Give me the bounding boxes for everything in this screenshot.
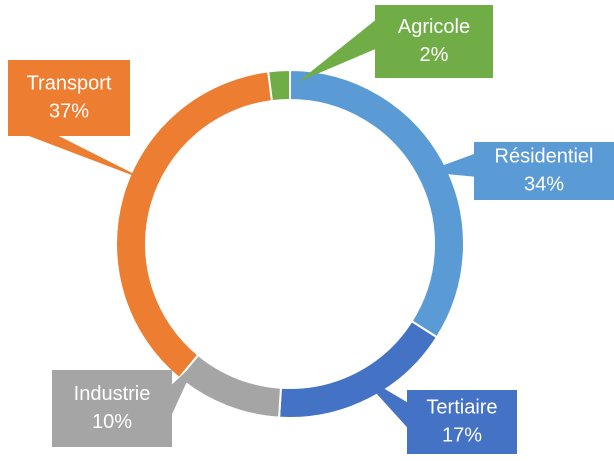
value-label: 2% [420, 44, 449, 66]
callout-box [407, 390, 517, 454]
callout-pointer [26, 135, 150, 182]
value-label: 17% [442, 424, 482, 446]
callout-box [375, 5, 493, 78]
donut-slice [289, 68, 465, 339]
category-label: Tertiaire [426, 396, 497, 418]
donut-slice [267, 68, 291, 103]
donut-slice [115, 70, 274, 380]
value-label: 34% [524, 173, 564, 195]
callout-box [52, 370, 172, 447]
value-label: 37% [49, 100, 89, 122]
category-label: Transport [27, 72, 112, 94]
callout-box [8, 60, 130, 136]
callout-box [474, 142, 614, 200]
callout-pointer [425, 153, 475, 177]
category-label: Agricole [398, 16, 470, 38]
callout-pointer [358, 373, 408, 429]
callout-pointer [298, 19, 376, 83]
category-label: Résidentiel [495, 145, 594, 167]
category-label: Industrie [74, 383, 151, 405]
value-label: 10% [92, 411, 132, 433]
callout-pointer [171, 362, 196, 417]
